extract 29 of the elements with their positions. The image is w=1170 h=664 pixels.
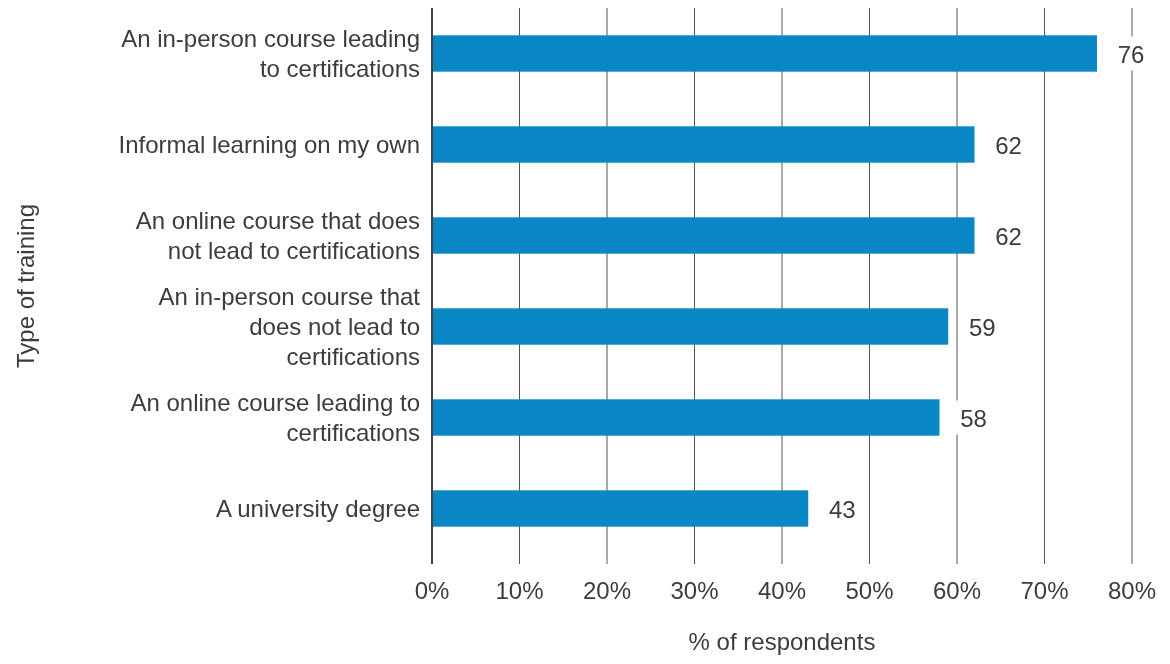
y-tick-label: An in-person course leading to certifications: [121, 24, 420, 82]
x-tick-label: 30%: [670, 577, 719, 604]
x-tick-label: 70%: [1020, 577, 1069, 604]
x-tick-label: 10%: [495, 577, 544, 604]
y-tick-label: An online course that does not lead to certifications: [135, 206, 420, 264]
data-label: 62: [995, 222, 1022, 250]
data-label: 62: [995, 131, 1022, 159]
y-tick-label: Informal learning on my own: [118, 130, 420, 158]
x-tick-label: 50%: [845, 577, 894, 604]
data-label: 76: [1117, 40, 1145, 68]
x-tick-label: 40%: [757, 577, 807, 604]
bar: [432, 217, 975, 254]
bar: [432, 35, 1097, 72]
data-label: 58: [960, 404, 987, 432]
y-tick-label: A university degree: [215, 494, 420, 522]
x-tick-label: 60%: [932, 577, 982, 604]
data-label: 43: [828, 495, 856, 523]
x-tick-label: 20%: [582, 577, 632, 604]
y-tick-label: An in-person course that does not lead to certifications: [158, 282, 421, 370]
y-tick-label: An online course leading to certifications: [130, 388, 420, 446]
bar: [432, 308, 949, 345]
bar: [432, 126, 975, 163]
bar: [432, 490, 809, 527]
x-axis-title: % of respondents: [688, 628, 876, 655]
bar: [432, 399, 940, 436]
data-label: 59: [968, 313, 996, 341]
x-tick-label: 80%: [1107, 577, 1157, 604]
x-tick-label: 0%: [414, 577, 450, 604]
y-axis-title: Type of training: [12, 203, 39, 369]
